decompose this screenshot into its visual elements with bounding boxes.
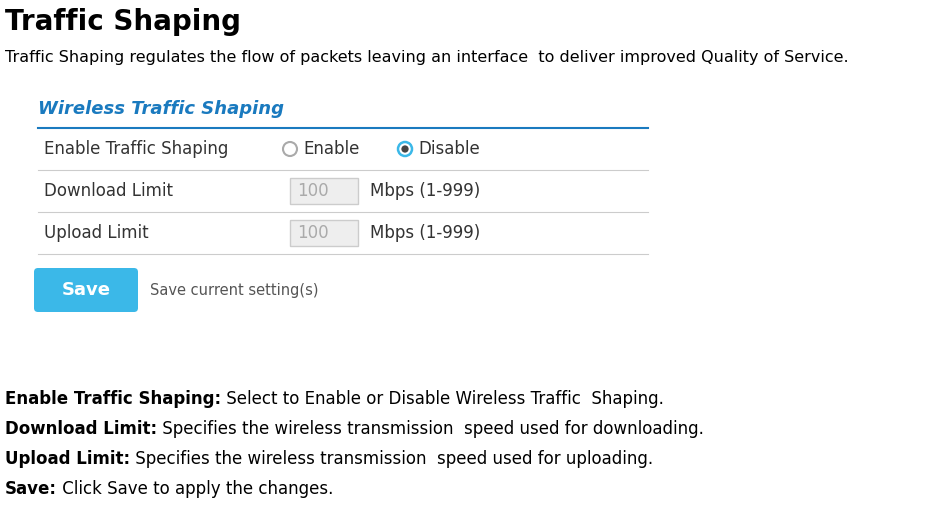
FancyBboxPatch shape [290,178,358,204]
Text: Specifies the wireless transmission  speed used for downloading.: Specifies the wireless transmission spee… [157,420,704,438]
Text: Specifies the wireless transmission  speed used for uploading.: Specifies the wireless transmission spee… [130,450,653,468]
Text: Save current setting(s): Save current setting(s) [150,282,318,298]
Text: Traffic Shaping regulates the flow of packets leaving an interface  to deliver i: Traffic Shaping regulates the flow of pa… [5,50,849,65]
FancyBboxPatch shape [290,220,358,246]
Text: Download Limit: Download Limit [44,182,173,200]
Text: Upload Limit: Upload Limit [44,224,148,242]
Text: Save:: Save: [5,480,57,498]
Text: Enable Traffic Shaping:: Enable Traffic Shaping: [5,390,221,408]
Text: Mbps (1-999): Mbps (1-999) [370,182,480,200]
Text: Mbps (1-999): Mbps (1-999) [370,224,480,242]
Text: Download Limit:: Download Limit: [5,420,157,438]
Text: Traffic Shaping: Traffic Shaping [5,8,241,36]
Circle shape [401,145,409,153]
Text: 100: 100 [297,224,328,242]
Text: Disable: Disable [418,140,480,158]
Text: 100: 100 [297,182,328,200]
Text: Select to Enable or Disable Wireless Traffic  Shaping.: Select to Enable or Disable Wireless Tra… [221,390,664,408]
Text: Enable: Enable [303,140,359,158]
Text: Click Save to apply the changes.: Click Save to apply the changes. [57,480,333,498]
Text: Save: Save [62,281,110,299]
Text: Wireless Traffic Shaping: Wireless Traffic Shaping [38,100,284,118]
Text: Upload Limit:: Upload Limit: [5,450,130,468]
Text: Enable Traffic Shaping: Enable Traffic Shaping [44,140,229,158]
FancyBboxPatch shape [34,268,138,312]
